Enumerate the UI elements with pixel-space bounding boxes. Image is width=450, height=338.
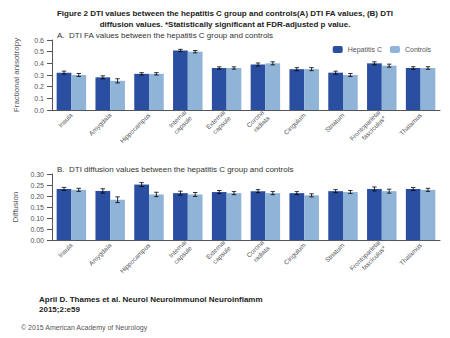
svg-text:Striatum: Striatum — [323, 112, 345, 134]
svg-text:Frontoparietal: Frontoparietal — [348, 238, 382, 272]
svg-text:External: External — [204, 108, 227, 131]
svg-text:Hippocampus: Hippocampus — [118, 111, 152, 145]
svg-text:Figure 2 DTI values between th: Figure 2 DTI values between the hepatiti… — [57, 9, 393, 18]
svg-text:capsule: capsule — [172, 114, 194, 136]
svg-text:External: External — [204, 238, 227, 261]
svg-text:0.00: 0.00 — [30, 237, 44, 244]
svg-text:0.20: 0.20 — [30, 193, 44, 200]
svg-text:0.4: 0.4 — [34, 60, 44, 67]
svg-text:© 2015 American Academy of Neu: © 2015 American Academy of Neurology — [21, 324, 148, 332]
svg-text:Internal: Internal — [167, 238, 188, 259]
svg-text:April D. Thames et al. Neurol: April D. Thames et al. Neurol Neuroimmun… — [39, 295, 263, 304]
svg-text:0.25: 0.25 — [30, 182, 44, 189]
svg-text:Hippocampus: Hippocampus — [118, 241, 152, 275]
svg-text:0.15: 0.15 — [30, 204, 44, 211]
svg-text:Fractional anisotropy: Fractional anisotropy — [12, 38, 21, 112]
svg-text:0.2: 0.2 — [34, 83, 44, 90]
svg-text:Corona: Corona — [245, 108, 265, 129]
svg-text:0.05: 0.05 — [30, 226, 44, 233]
svg-text:Insula: Insula — [57, 111, 74, 128]
svg-text:fasciculus*: fasciculus* — [360, 244, 387, 271]
svg-text:A. DTI FA values between the: A. DTI FA values between the hepatitis C… — [57, 31, 273, 40]
svg-text:radiata: radiata — [252, 114, 271, 133]
svg-text:fasciculus*: fasciculus* — [360, 114, 387, 141]
svg-text:0.3: 0.3 — [34, 72, 44, 79]
svg-text:radiata: radiata — [252, 244, 271, 263]
svg-text:Thalamus: Thalamus — [398, 241, 424, 267]
svg-text:capsule: capsule — [211, 244, 233, 266]
svg-text:capsule: capsule — [172, 244, 194, 266]
svg-text:Controls: Controls — [405, 46, 432, 53]
svg-text:Hepatitis C: Hepatitis C — [348, 46, 382, 54]
svg-text:2015;2:e59: 2015;2:e59 — [39, 305, 80, 314]
svg-text:Amygdala: Amygdala — [87, 111, 113, 137]
svg-text:0.0: 0.0 — [34, 107, 44, 114]
svg-text:0.1: 0.1 — [34, 95, 44, 102]
svg-text:diffusion values. *Statistical: diffusion values. *Statistically signifi… — [100, 20, 351, 29]
svg-text:Cingulum: Cingulum — [282, 112, 307, 137]
svg-text:Diffusion: Diffusion — [11, 192, 20, 223]
svg-text:Frontoparietal: Frontoparietal — [348, 108, 382, 142]
svg-text:Striatum: Striatum — [323, 242, 345, 264]
svg-text:capsule: capsule — [211, 114, 233, 136]
svg-text:Thalamus: Thalamus — [398, 111, 424, 137]
svg-text:0.30: 0.30 — [30, 171, 44, 178]
svg-text:0.5: 0.5 — [34, 48, 44, 55]
svg-text:Amygdala: Amygdala — [87, 241, 113, 267]
svg-text:B. DTI diffusion values betwe: B. DTI diffusion values between the hepa… — [57, 165, 293, 174]
svg-text:Corona: Corona — [245, 238, 265, 259]
svg-text:Internal: Internal — [167, 108, 188, 129]
svg-text:Cingulum: Cingulum — [282, 242, 307, 267]
svg-text:0.6: 0.6 — [34, 37, 44, 44]
svg-text:Insula: Insula — [57, 241, 74, 258]
svg-text:0.10: 0.10 — [30, 215, 44, 222]
